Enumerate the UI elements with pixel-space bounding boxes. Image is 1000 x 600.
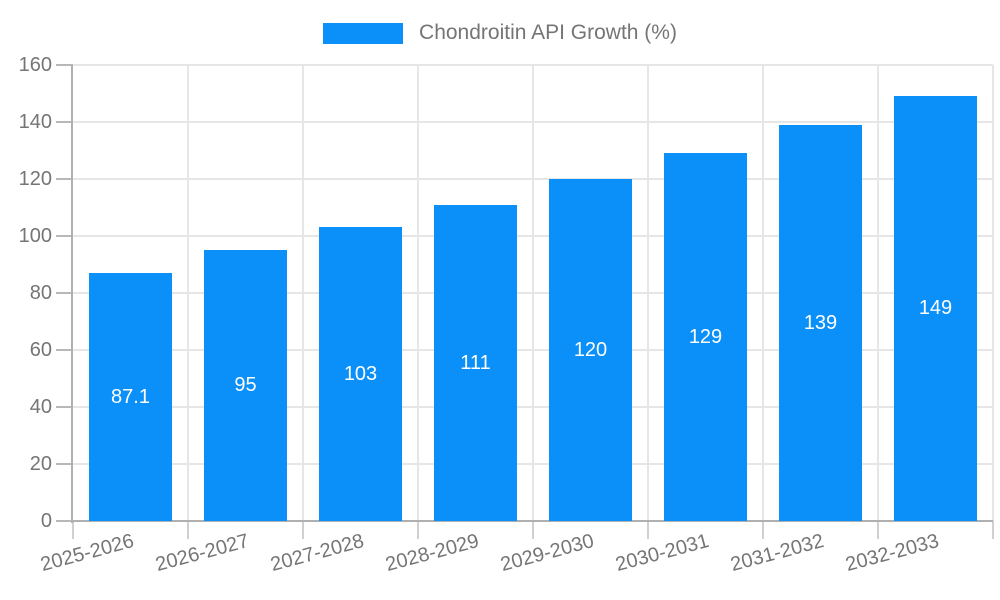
x-gridline — [532, 65, 534, 521]
y-tick-label: 60 — [29, 339, 52, 361]
y-axis-tick — [56, 178, 73, 180]
y-tick-label: 140 — [18, 111, 52, 133]
x-axis-tick — [187, 521, 189, 539]
bar-value-label: 95 — [234, 374, 257, 396]
bar[interactable]: 111 — [434, 205, 517, 521]
y-axis-tick — [56, 520, 73, 522]
bar-value-label: 120 — [573, 338, 608, 361]
y-tick-label: 80 — [29, 282, 52, 304]
x-tick-label: 2025-2026 — [38, 530, 137, 577]
x-tick-label: 2030-2031 — [613, 530, 712, 577]
bar-value-label: 103 — [343, 362, 378, 385]
bar[interactable]: 120 — [549, 179, 632, 521]
bar[interactable]: 87.1 — [89, 273, 172, 521]
legend-label: Chondroitin API Growth (%) — [419, 21, 677, 44]
x-tick-label: 2029-2030 — [498, 530, 597, 577]
x-axis-tick — [762, 521, 764, 539]
x-gridline — [762, 65, 764, 521]
x-tick-label: 2032-2033 — [843, 530, 942, 577]
x-axis-tick — [417, 521, 419, 539]
x-axis-tick — [532, 521, 534, 539]
x-gridline — [647, 65, 649, 521]
x-axis-tick — [647, 521, 649, 539]
bar-value-label: 149 — [918, 297, 953, 319]
x-gridline — [302, 65, 304, 521]
x-gridline — [417, 65, 419, 521]
y-tick-label: 160 — [18, 54, 52, 76]
bar-value-label: 87.1 — [111, 385, 150, 408]
y-axis — [71, 65, 73, 523]
x-axis-tick — [877, 521, 879, 539]
x-axis — [71, 520, 993, 522]
y-axis-tick — [56, 235, 73, 237]
bar[interactable]: 95 — [204, 250, 287, 521]
bar-value-label: 129 — [688, 325, 723, 348]
bar-value-label: 139 — [803, 311, 838, 334]
legend[interactable]: Chondroitin API Growth (%) — [0, 21, 1000, 45]
y-tick-label: 100 — [18, 225, 52, 247]
y-axis-tick — [56, 292, 73, 294]
x-tick-label: 2026-2027 — [153, 530, 252, 577]
bar[interactable]: 149 — [894, 96, 977, 521]
y-tick-label: 120 — [18, 168, 52, 190]
bar[interactable]: 139 — [779, 125, 862, 521]
legend-swatch — [323, 22, 404, 44]
y-axis-tick — [56, 406, 73, 408]
x-gridline — [187, 65, 189, 521]
y-axis-tick — [56, 349, 73, 351]
y-tick-label: 20 — [29, 453, 52, 475]
bar[interactable]: 103 — [319, 227, 402, 521]
bar[interactable]: 129 — [664, 153, 747, 521]
y-axis-tick — [56, 64, 73, 66]
x-tick-label: 2031-2032 — [728, 530, 827, 577]
x-gridline — [992, 65, 994, 521]
x-axis-tick — [302, 521, 304, 539]
y-tick-label: 40 — [29, 396, 52, 418]
x-axis-tick — [72, 521, 74, 539]
x-gridline — [877, 65, 879, 521]
x-tick-label: 2027-2028 — [268, 530, 367, 577]
bar-value-label: 111 — [460, 351, 491, 374]
x-tick-label: 2028-2029 — [383, 530, 482, 577]
y-axis-tick — [56, 121, 73, 123]
y-tick-label: 0 — [40, 510, 52, 532]
x-axis-tick — [992, 521, 994, 539]
y-axis-tick — [56, 463, 73, 465]
